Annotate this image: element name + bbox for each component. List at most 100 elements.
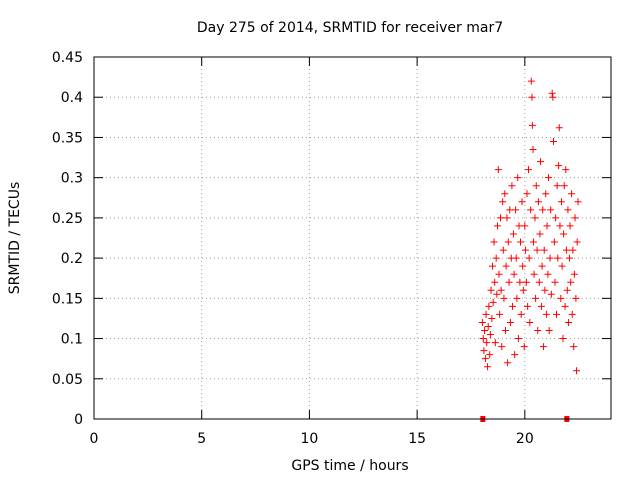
data-point (545, 327, 553, 335)
x-axis-label: GPS time / hours (291, 458, 408, 474)
y-tick-label: 0.2 (61, 251, 83, 267)
data-point (508, 182, 516, 190)
data-point (516, 278, 524, 286)
data-point (560, 230, 568, 238)
data-point (570, 270, 578, 278)
data-point (571, 214, 579, 222)
data-point (494, 166, 502, 174)
data-point (501, 327, 509, 335)
data-point (514, 335, 522, 343)
data-point (555, 124, 563, 132)
y-tick-label: 0.45 (52, 50, 83, 66)
data-point (513, 294, 521, 302)
data-point (549, 137, 557, 145)
data-point (482, 310, 490, 318)
data-point (544, 270, 552, 278)
y-tick-label: 0.35 (52, 130, 83, 146)
y-tick-label: 0.1 (61, 332, 83, 348)
data-point (535, 278, 543, 286)
data-point (555, 162, 563, 170)
data-point (486, 331, 494, 339)
data-point (519, 286, 527, 294)
data-point (569, 246, 577, 254)
data-point (552, 214, 560, 222)
data-point (493, 222, 501, 230)
data-point (487, 286, 495, 294)
data-point (521, 246, 529, 254)
x-tick-label: 15 (408, 431, 426, 447)
data-point (519, 262, 527, 270)
data-point (551, 278, 559, 286)
data-point (483, 339, 491, 347)
data-point (572, 294, 580, 302)
data-point (557, 294, 565, 302)
data-point (504, 238, 512, 246)
data-point (502, 262, 510, 270)
data-point (531, 214, 539, 222)
data-point (557, 198, 565, 206)
data-point (562, 246, 570, 254)
x-tick-label: 10 (301, 431, 319, 447)
data-point (538, 262, 546, 270)
data-point (570, 343, 578, 351)
data-point (497, 286, 505, 294)
data-point (568, 190, 576, 198)
data-point (528, 121, 536, 129)
data-point (512, 206, 520, 214)
y-axis-label: SRMTID / TECUs (7, 182, 23, 295)
y-tick-label: 0 (74, 412, 83, 428)
data-point (553, 182, 561, 190)
y-tick-label: 0.3 (61, 171, 83, 187)
data-point (553, 310, 560, 318)
data-point (517, 238, 525, 246)
data-point (539, 206, 547, 214)
data-point (537, 302, 545, 310)
data-point (480, 347, 488, 355)
grid (94, 57, 611, 419)
data-point (547, 206, 555, 214)
data-point (542, 190, 550, 198)
data-point (549, 93, 557, 101)
data-point (498, 343, 506, 351)
data-points (478, 77, 582, 422)
data-point (541, 286, 549, 294)
data-point (490, 238, 498, 246)
data-point (479, 335, 487, 343)
data-point (509, 230, 517, 238)
data-point (525, 254, 533, 262)
data-point (573, 367, 581, 375)
data-point (530, 270, 538, 278)
data-point (500, 294, 508, 302)
data-point (567, 278, 575, 286)
data-point (528, 93, 536, 101)
data-point (559, 335, 567, 343)
data-point (485, 302, 493, 310)
x-tick-label: 20 (516, 431, 534, 447)
data-point (532, 182, 540, 190)
data-point (509, 302, 517, 310)
data-point (511, 351, 519, 359)
x-tick-label: 0 (90, 431, 99, 447)
chart-title: Day 275 of 2014, SRMTID for receiver mar… (197, 20, 503, 36)
data-point (478, 318, 486, 326)
x-tick-label: 5 (197, 431, 206, 447)
data-point (527, 77, 535, 85)
data-point (547, 290, 555, 298)
data-point (565, 318, 573, 326)
data-point (545, 174, 553, 182)
data-point (489, 262, 497, 270)
data-point (542, 310, 550, 318)
data-point (524, 166, 532, 174)
plot-frame (93, 56, 612, 420)
data-point (499, 198, 507, 206)
data-point (534, 198, 542, 206)
data-point (527, 206, 535, 214)
y-tick-label: 0.4 (61, 90, 83, 106)
data-point (506, 318, 514, 326)
data-point (562, 166, 570, 174)
data-point (554, 254, 562, 262)
data-point (496, 214, 504, 222)
data-point (514, 174, 522, 182)
data-point (499, 246, 507, 254)
